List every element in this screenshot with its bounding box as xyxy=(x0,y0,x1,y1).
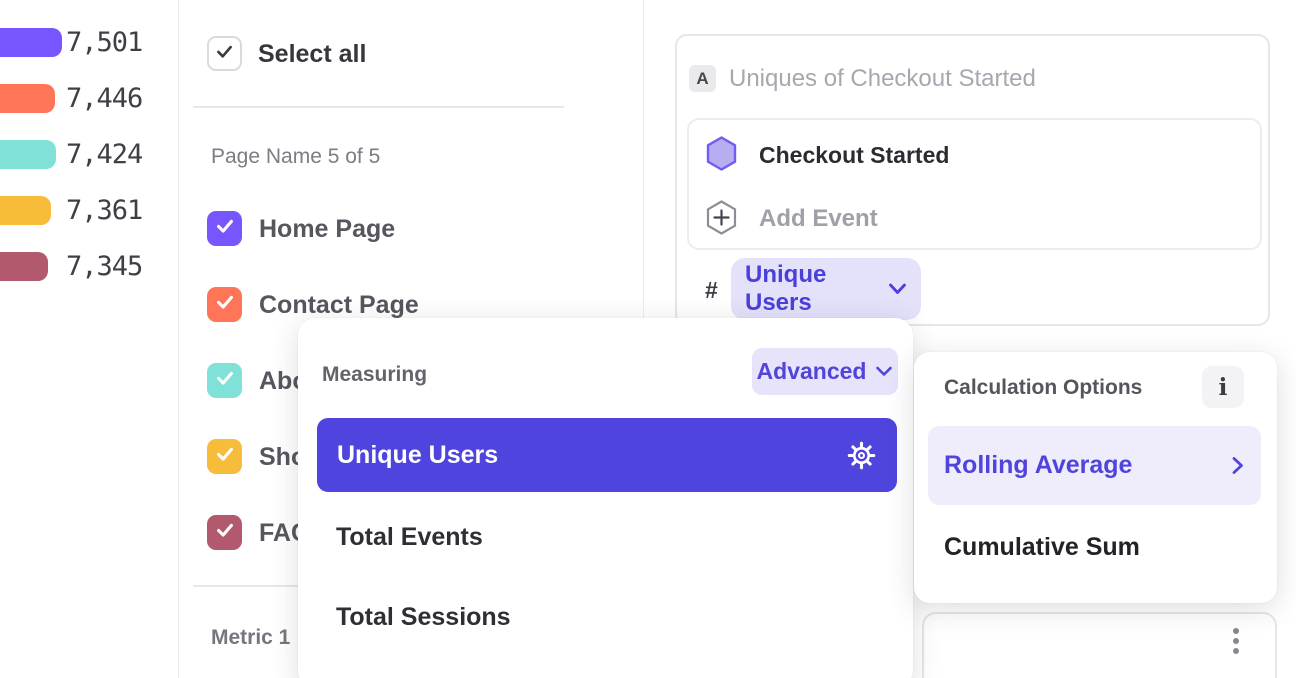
series-badge: A xyxy=(689,65,716,92)
page-checkbox-home[interactable] xyxy=(207,211,242,246)
metric-name-input[interactable]: Uniques of Checkout Started xyxy=(729,65,1036,92)
event-hexagon-icon xyxy=(706,136,737,176)
chevron-right-icon xyxy=(1231,456,1245,475)
menu-option-total-sessions[interactable]: Total Sessions xyxy=(336,603,511,631)
page-checkbox-shop[interactable] xyxy=(207,439,242,474)
check-icon xyxy=(214,215,236,242)
menu-option-total-events[interactable]: Total Events xyxy=(336,523,483,551)
gear-icon[interactable] xyxy=(846,440,877,471)
bar-value: 7,361 xyxy=(66,195,143,226)
measurement-dropdown[interactable]: Unique Users xyxy=(731,258,921,320)
bar-value: 7,424 xyxy=(66,139,143,170)
divider xyxy=(193,585,299,587)
page-checkbox-faq[interactable] xyxy=(207,515,242,550)
advanced-dropdown[interactable]: Advanced xyxy=(752,348,898,395)
chevron-down-icon xyxy=(888,282,907,296)
page-checkbox-contact[interactable] xyxy=(207,287,242,322)
chart-bar[interactable] xyxy=(0,28,62,57)
advanced-label: Advanced xyxy=(756,358,867,384)
select-all-label: Select all xyxy=(258,40,367,68)
menu-option-label: Unique Users xyxy=(337,440,499,469)
metric-card: A Uniques of Checkout Started Checkout S… xyxy=(675,34,1270,326)
calc-option-rolling-average[interactable]: Rolling Average xyxy=(928,426,1261,505)
bar-value: 7,501 xyxy=(66,27,143,58)
page-label-contact[interactable]: Contact Page xyxy=(259,291,419,319)
kebab-menu-icon[interactable] xyxy=(1229,624,1243,658)
event-name[interactable]: Checkout Started xyxy=(759,142,950,168)
metric-label: Metric 1 xyxy=(211,626,291,649)
check-icon xyxy=(214,519,236,546)
page-label-home[interactable]: Home Page xyxy=(259,215,396,243)
chart-bar[interactable] xyxy=(0,84,55,113)
chevron-down-icon xyxy=(875,365,893,378)
group-label: Page Name 5 of 5 xyxy=(211,145,381,168)
panel-divider xyxy=(178,0,179,678)
event-group: Checkout Started Add Event xyxy=(687,118,1262,250)
chart-bar[interactable] xyxy=(0,196,51,225)
calc-option-cumulative-sum[interactable]: Cumulative Sum xyxy=(944,533,1140,561)
check-icon xyxy=(214,443,236,470)
calc-option-label: Rolling Average xyxy=(944,451,1133,479)
measuring-menu: Measuring Advanced Unique Users xyxy=(298,318,913,678)
select-all-checkbox[interactable] xyxy=(207,36,242,71)
calc-options-title: Calculation Options xyxy=(944,376,1143,399)
measurement-value: Unique Users xyxy=(745,261,827,316)
bar-value: 7,345 xyxy=(66,251,143,282)
bar-value: 7,446 xyxy=(66,83,143,114)
page-checkbox-about[interactable] xyxy=(207,363,242,398)
check-icon xyxy=(214,367,236,394)
check-icon xyxy=(214,41,235,67)
chart-bar[interactable] xyxy=(0,140,56,169)
calculation-options-menu: Calculation Options i Rolling Average Cu… xyxy=(914,352,1277,603)
info-icon[interactable]: i xyxy=(1202,366,1244,408)
menu-option-unique-users[interactable]: Unique Users xyxy=(317,418,897,492)
divider xyxy=(193,106,564,108)
measuring-title: Measuring xyxy=(322,363,428,386)
add-event-icon[interactable] xyxy=(706,200,737,240)
chart-bar[interactable] xyxy=(0,252,48,281)
add-event-button[interactable]: Add Event xyxy=(759,205,878,232)
next-metric-card xyxy=(922,612,1277,678)
measure-type-symbol: # xyxy=(705,277,718,303)
check-icon xyxy=(214,291,236,318)
